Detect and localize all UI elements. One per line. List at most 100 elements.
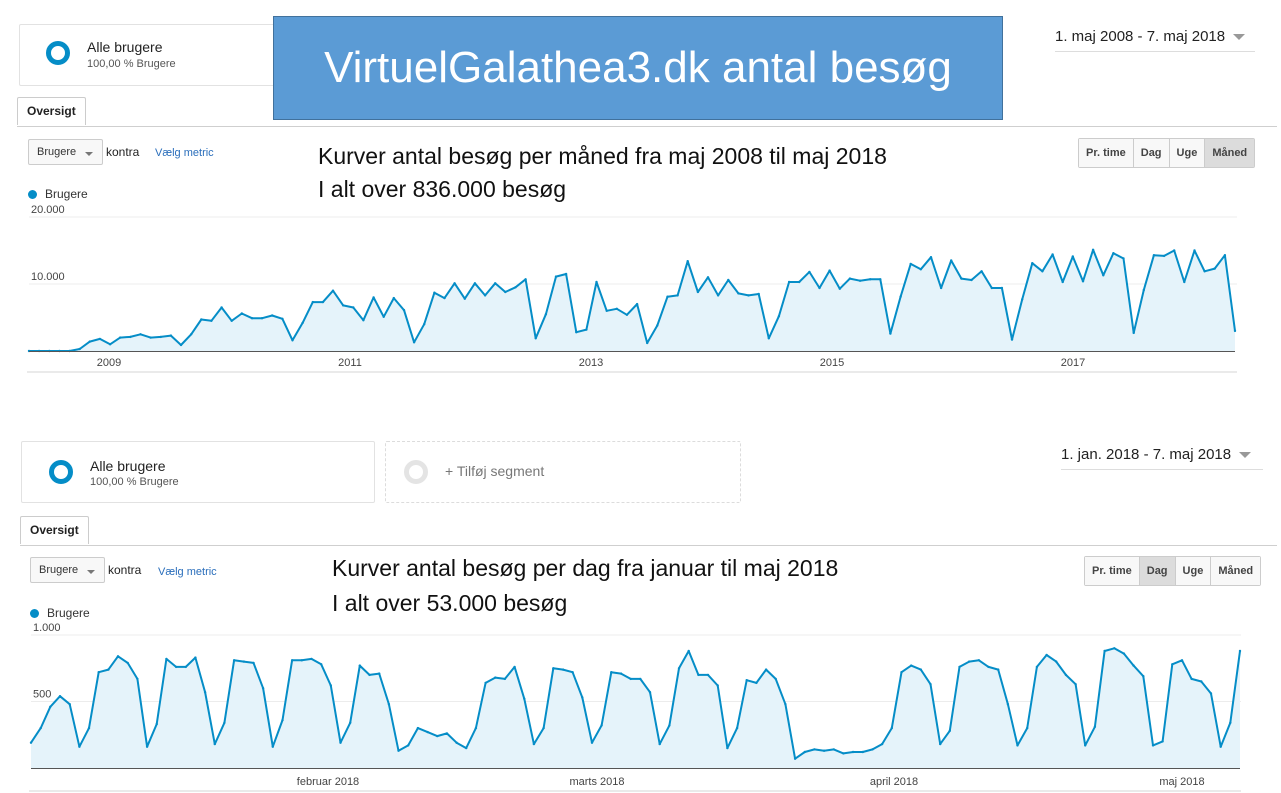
data-point[interactable] [223, 721, 226, 724]
data-point[interactable] [605, 309, 608, 312]
data-point[interactable] [706, 276, 710, 279]
data-point[interactable] [1193, 249, 1196, 252]
data-point[interactable] [252, 661, 255, 665]
data-point[interactable] [798, 280, 801, 284]
data-point[interactable] [590, 741, 594, 744]
data-point[interactable] [858, 279, 862, 282]
data-point[interactable] [813, 748, 816, 751]
data-point[interactable] [29, 741, 33, 744]
add-segment-card[interactable]: + Tilføj segment [385, 441, 741, 503]
data-point[interactable] [87, 726, 91, 730]
select-metric-link[interactable]: Vælg metric [158, 566, 217, 578]
data-point[interactable] [349, 721, 352, 724]
data-point[interactable] [838, 287, 841, 290]
data-point[interactable] [561, 668, 565, 671]
data-point[interactable] [747, 294, 750, 297]
data-point[interactable] [832, 748, 835, 751]
data-point[interactable] [900, 671, 903, 674]
data-point[interactable] [706, 673, 710, 677]
data-point[interactable] [977, 659, 981, 662]
data-point[interactable] [407, 744, 410, 747]
data-point[interactable] [240, 312, 243, 315]
data-point[interactable] [119, 336, 122, 339]
data-point[interactable] [78, 347, 81, 351]
data-point[interactable] [793, 757, 797, 760]
data-point[interactable] [97, 671, 100, 674]
data-point[interactable] [281, 317, 284, 320]
data-point[interactable] [737, 292, 740, 295]
data-point[interactable] [1091, 248, 1095, 251]
data-point[interactable] [552, 667, 555, 670]
data-point[interactable] [1074, 683, 1077, 686]
data-point[interactable] [1238, 649, 1242, 653]
data-point[interactable] [271, 745, 274, 748]
data-point[interactable] [139, 333, 142, 336]
data-point[interactable] [426, 730, 429, 734]
data-point[interactable] [958, 665, 961, 669]
button-uge[interactable]: Uge [1175, 557, 1212, 585]
data-point[interactable] [242, 660, 245, 663]
data-point[interactable] [639, 677, 642, 681]
data-point[interactable] [261, 687, 265, 690]
data-point[interactable] [1016, 744, 1019, 747]
data-point[interactable] [213, 742, 216, 746]
data-point[interactable] [416, 726, 420, 730]
data-point[interactable] [784, 703, 787, 706]
data-point[interactable] [352, 306, 355, 309]
data-point[interactable] [828, 269, 831, 272]
data-point[interactable] [909, 262, 912, 266]
data-point[interactable] [423, 323, 426, 326]
data-point[interactable] [98, 337, 102, 341]
data-point[interactable] [159, 335, 162, 339]
data-point[interactable] [1142, 675, 1145, 678]
data-point[interactable] [950, 259, 953, 262]
data-point[interactable] [402, 308, 406, 312]
data-point[interactable] [716, 294, 720, 297]
data-point[interactable] [1171, 663, 1174, 666]
data-point[interactable] [210, 319, 213, 322]
button-dag[interactable]: Dag [1139, 557, 1176, 585]
data-point[interactable] [433, 291, 436, 294]
data-point[interactable] [544, 313, 548, 316]
data-point[interactable] [1233, 329, 1237, 333]
data-point[interactable] [1026, 726, 1029, 730]
data-point[interactable] [939, 286, 943, 290]
data-point[interactable] [1064, 673, 1068, 677]
data-point[interactable] [321, 300, 325, 304]
data-point[interactable] [1200, 680, 1203, 683]
data-point[interactable] [619, 672, 623, 675]
data-point[interactable] [329, 684, 332, 687]
data-point[interactable] [1093, 725, 1097, 728]
data-point[interactable] [301, 321, 304, 325]
data-point[interactable] [676, 294, 679, 297]
data-point[interactable] [1113, 647, 1116, 650]
data-point[interactable] [523, 697, 526, 700]
data-point[interactable] [1183, 280, 1186, 284]
data-point[interactable] [514, 286, 517, 289]
button-dag[interactable]: Dag [1133, 139, 1170, 167]
data-point[interactable] [919, 268, 922, 271]
data-point[interactable] [453, 282, 456, 285]
data-point[interactable] [677, 667, 681, 670]
data-point[interactable] [666, 295, 669, 298]
data-point[interactable] [861, 750, 864, 754]
data-point[interactable] [571, 671, 574, 674]
data-point[interactable] [368, 673, 371, 677]
data-point[interactable] [300, 659, 303, 662]
data-point[interactable] [232, 659, 236, 662]
data-point[interactable] [532, 742, 536, 746]
data-point[interactable] [88, 340, 92, 343]
data-point[interactable] [116, 655, 120, 658]
data-point[interactable] [136, 677, 139, 681]
data-point[interactable] [1103, 649, 1106, 653]
data-point[interactable] [1035, 665, 1039, 669]
data-point[interactable] [997, 668, 1000, 671]
data-point[interactable] [871, 748, 874, 751]
data-point[interactable] [1162, 254, 1166, 258]
data-point[interactable] [474, 726, 478, 730]
data-point[interactable] [1180, 659, 1184, 662]
data-point[interactable] [990, 286, 993, 290]
data-point[interactable] [107, 668, 110, 671]
data-point[interactable] [726, 746, 729, 750]
data-point[interactable] [463, 297, 466, 300]
